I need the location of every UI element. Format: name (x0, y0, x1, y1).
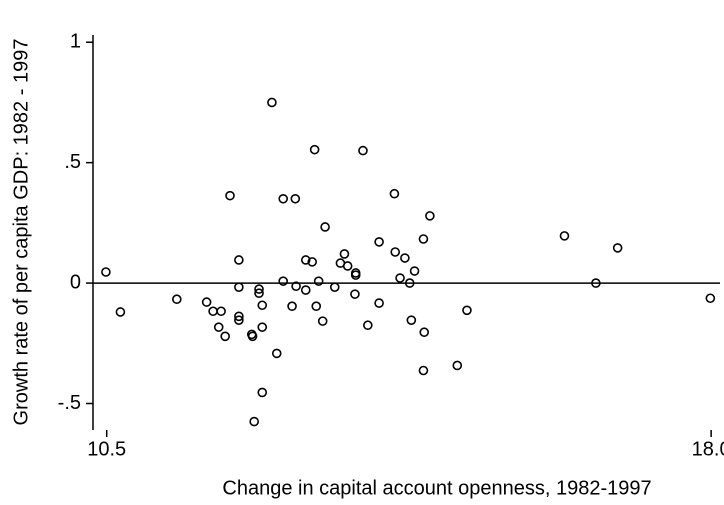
point (317, 316, 328, 326)
point (320, 222, 330, 232)
point (559, 231, 570, 241)
point (234, 255, 244, 265)
point (418, 365, 429, 376)
x-axis-label: Change in capital account openness, 1982… (222, 477, 651, 499)
point (329, 282, 340, 292)
point (309, 144, 320, 155)
point (350, 289, 360, 299)
point (254, 284, 264, 294)
point (591, 278, 601, 288)
point (254, 288, 264, 298)
point (705, 293, 716, 304)
point (257, 387, 268, 398)
point (339, 249, 350, 259)
point (342, 261, 353, 271)
point (390, 247, 401, 257)
y-axis-label: Growth rate of per capita GDP: 1982 - 19… (10, 39, 32, 426)
point (257, 322, 268, 332)
point (452, 360, 463, 371)
x-tick-label: 18.0 (692, 438, 724, 460)
point (220, 331, 230, 342)
point (225, 190, 235, 201)
point (307, 257, 318, 267)
point (425, 211, 435, 221)
point (418, 234, 429, 244)
point (216, 306, 226, 317)
point (409, 266, 420, 276)
y-tick-label: 1 (70, 31, 81, 53)
point (358, 145, 368, 156)
point (419, 327, 430, 338)
point (290, 193, 301, 204)
point (287, 301, 297, 312)
point (374, 298, 384, 308)
point (201, 297, 212, 307)
y-tick-label: 0 (70, 271, 81, 293)
point (374, 237, 384, 247)
point (400, 253, 410, 263)
point (612, 243, 623, 253)
point (208, 306, 218, 317)
point (115, 307, 126, 317)
point (300, 255, 311, 265)
point (389, 188, 400, 199)
point (313, 276, 324, 286)
point (257, 300, 268, 311)
point (249, 416, 259, 427)
point (404, 278, 415, 288)
point (271, 348, 282, 359)
x-tick-label: 10.5 (87, 438, 126, 460)
point (234, 315, 244, 325)
point (406, 315, 417, 325)
point (172, 294, 182, 305)
point (395, 273, 405, 283)
point (300, 285, 311, 295)
y-tick-label: .5 (64, 151, 81, 173)
point (462, 305, 472, 316)
point (213, 322, 224, 332)
point (267, 97, 277, 108)
point (101, 267, 111, 277)
point (234, 311, 244, 322)
point (234, 282, 244, 292)
point (291, 281, 301, 292)
y-tick-label: -.5 (58, 392, 81, 414)
point (247, 331, 258, 342)
point (363, 320, 373, 331)
point (278, 193, 288, 204)
point (350, 270, 361, 280)
point (278, 276, 288, 286)
point (311, 301, 322, 312)
